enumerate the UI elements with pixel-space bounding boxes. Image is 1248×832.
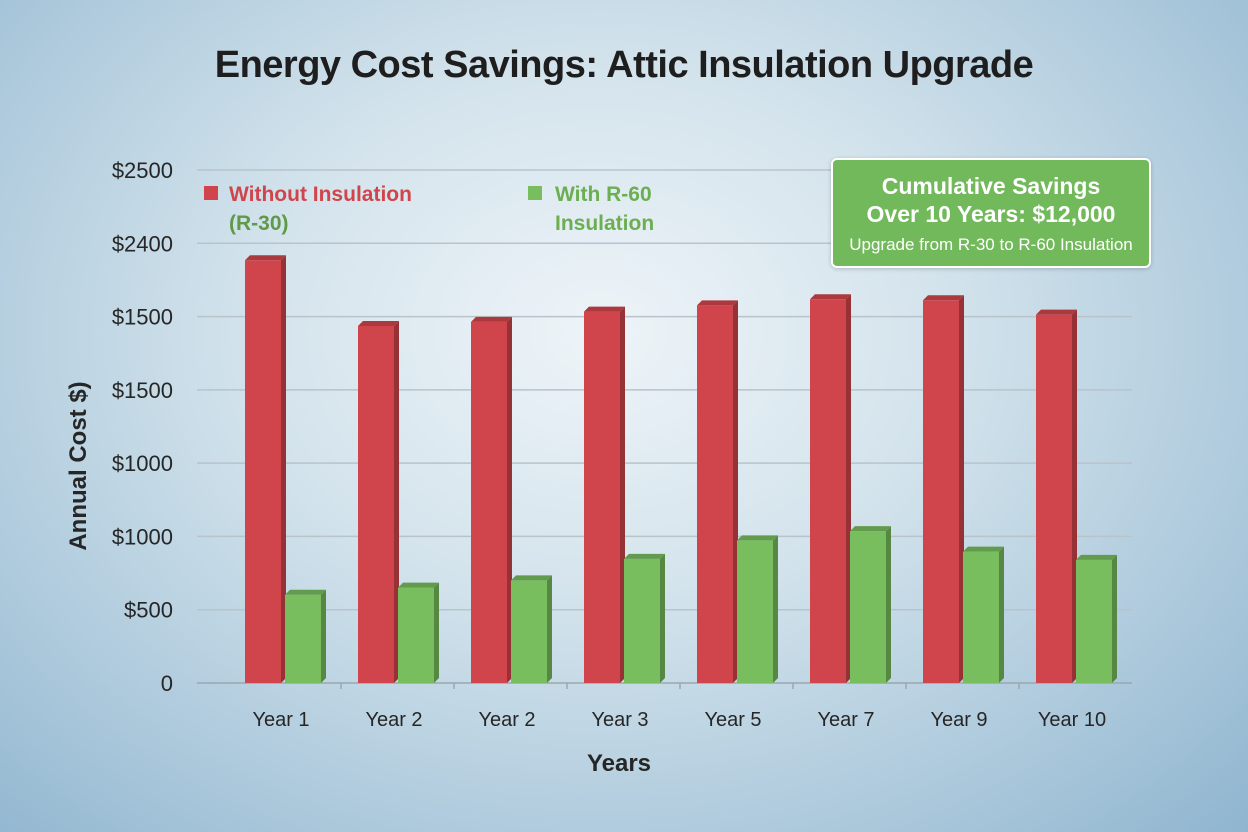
bar-face [624,558,660,683]
bar-top [963,546,1004,552]
bar-face [923,300,959,683]
bar-without-4 [584,306,625,683]
bar-with-2 [398,582,439,683]
legend-label-without-line2: (R-30) [229,212,289,235]
bar-with-7 [963,546,1004,683]
callout-line3: Upgrade from R-30 to R-60 Insulation [849,235,1133,254]
y-tick-label: $2500 [112,158,173,183]
y-tick-label: $1000 [112,451,173,476]
bar-side [999,546,1004,683]
x-axis-title: Years [587,750,651,777]
bar-side [507,316,512,683]
bar-with-4 [624,553,665,683]
bar-side [434,582,439,683]
bar-with-6 [850,526,891,683]
bar-top [471,316,512,322]
bar-top [511,575,552,581]
bar-side [846,294,851,683]
bar-face [737,540,773,683]
bar-face [285,594,321,683]
x-tick-label: Year 2 [365,709,422,731]
y-tick-label: $1500 [112,305,173,330]
y-tick-label: $500 [124,598,173,623]
bar-face [584,311,620,683]
bar-without-5 [697,300,738,683]
legend-swatch-with [528,186,542,200]
bar-top [850,526,891,532]
bar-top [398,582,439,588]
savings-callout: Cumulative Savings Over 10 Years: $12,00… [831,158,1151,268]
y-tick-label: $1500 [112,378,173,403]
bar-with-8 [1076,554,1117,683]
bar-side [733,300,738,683]
bar-without-6 [810,294,851,683]
legend: Without Insulation (R-30) With R-60 Insu… [204,183,654,235]
bar-side [620,306,625,683]
y-tick-label: $2400 [112,231,173,256]
bar-top [1036,309,1077,315]
x-tick-label: Year 5 [704,709,761,731]
bar-face [810,299,846,683]
bar-side [1112,554,1117,683]
bar-top [285,589,326,595]
bar-face [471,321,507,683]
bar-top [624,553,665,559]
bar-top [245,255,286,261]
legend-label-without-line1: Without Insulation [229,183,412,206]
legend-label-with-line2: Insulation [555,212,654,235]
bar-side [959,295,964,683]
x-tick-label: Year 1 [252,709,309,731]
bar-with-5 [737,535,778,683]
bar-without-3 [471,316,512,683]
bar-without-1 [245,255,286,683]
callout-line2: Over 10 Years: $12,000 [866,201,1116,227]
x-tick-label: Year 7 [817,709,874,731]
bar-side [886,526,891,683]
bar-face [697,305,733,683]
x-tick-label: Year 9 [930,709,987,731]
bar-face [358,325,394,683]
bar-top [923,295,964,301]
bar-side [281,255,286,683]
bar-face [850,531,886,683]
bar-top [810,294,851,300]
bar-with-1 [285,589,326,683]
y-tick-label: 0 [161,671,173,696]
x-tick-label: Year 2 [478,709,535,731]
bar-face [1036,314,1072,683]
bar-without-8 [1036,309,1077,683]
bar-face [511,580,547,683]
legend-swatch-without [204,186,218,200]
bar-side [1072,309,1077,683]
bar-top [697,300,738,306]
bar-without-7 [923,295,964,683]
bar-side [773,535,778,683]
chart-title: Energy Cost Savings: Attic Insulation Up… [214,44,1034,86]
bar-without-2 [358,320,399,683]
bar-side [547,575,552,683]
x-tick-label: Year 3 [591,709,648,731]
y-axis-title: Annual Cost $) [65,381,92,550]
x-tick-label: Year 10 [1038,709,1106,731]
bar-face [1076,559,1112,683]
bar-face [398,587,434,683]
bar-face [245,260,281,683]
bar-face [963,551,999,683]
bar-with-3 [511,575,552,683]
bar-top [1076,554,1117,560]
y-tick-label: $1000 [112,524,173,549]
bar-side [660,553,665,683]
bar-top [584,306,625,312]
bar-side [394,320,399,683]
bar-top [737,535,778,541]
callout-line1: Cumulative Savings [881,173,1101,199]
legend-label-with-line1: With R-60 [555,183,652,206]
bar-side [321,589,326,683]
bar-top [358,320,399,326]
